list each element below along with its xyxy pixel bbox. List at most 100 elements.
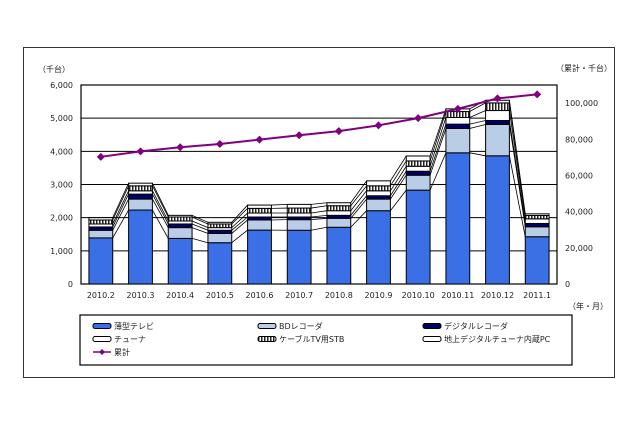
bar-segment <box>326 205 352 212</box>
bar-segment <box>445 123 471 129</box>
bar-segment <box>128 182 153 187</box>
bar-segment <box>405 174 431 191</box>
series-connector <box>429 117 447 167</box>
bar-segment <box>88 219 114 225</box>
cumulative-point <box>295 131 304 140</box>
series-connector <box>429 124 447 172</box>
bar-segment <box>405 189 431 285</box>
bar-segment <box>366 210 391 285</box>
series-connector <box>112 185 129 221</box>
bar-segment <box>445 117 471 125</box>
cumulative-point <box>215 139 224 148</box>
bar-segment <box>167 216 193 222</box>
bar-segment <box>445 127 471 154</box>
bar-segment <box>405 155 431 162</box>
cumulative-line <box>100 93 538 158</box>
x-tick-label: 2010.7 <box>285 291 313 300</box>
bar-segment <box>128 209 153 285</box>
series-connector <box>231 219 248 234</box>
cumulative-point <box>176 143 185 152</box>
bar-segment <box>326 226 352 285</box>
x-tick-label: 2010.3 <box>127 291 155 300</box>
series-connector <box>390 160 407 187</box>
series-connector <box>311 210 327 214</box>
legend-label: ケーブルTV用STB <box>279 334 344 344</box>
series-connector <box>390 171 407 196</box>
x-tick-label: 2010.8 <box>325 291 353 300</box>
series-connector <box>231 212 248 228</box>
legend-swatch <box>422 336 442 342</box>
bar-segment <box>485 123 510 157</box>
bar-segment <box>524 226 550 238</box>
series-connector <box>231 216 248 231</box>
x-tick-label: 2010.2 <box>87 291 115 300</box>
series-connector <box>152 193 169 225</box>
series-connector <box>191 214 209 223</box>
series-connector <box>191 238 209 244</box>
bar-segment <box>326 202 352 207</box>
cumulative-point <box>533 90 542 99</box>
series-connector <box>112 190 129 225</box>
series-connector <box>191 223 209 231</box>
bar-segment <box>405 160 431 167</box>
series-connector <box>152 209 169 239</box>
series-connector <box>350 198 367 219</box>
series-connector <box>469 152 486 157</box>
x-axis-label: （年・月） <box>568 301 608 311</box>
series-connector <box>350 195 367 216</box>
series-connector <box>152 198 169 228</box>
series-connector <box>191 220 209 228</box>
bar-segment <box>128 185 153 192</box>
series-connector <box>112 198 129 231</box>
bar-segment <box>286 212 312 218</box>
series-connector <box>271 204 288 206</box>
right-tick-label: 60,000 <box>565 171 593 180</box>
bar-segment <box>247 212 272 218</box>
series-connector <box>152 190 169 222</box>
series-connector <box>469 124 486 129</box>
right-axis-unit: （累計・千台） <box>556 63 612 73</box>
bar-segment <box>405 170 431 176</box>
cumulative-point <box>453 104 462 113</box>
plot-area <box>80 84 558 285</box>
series-connector <box>350 180 367 203</box>
x-tick-label: 2010.4 <box>166 291 194 300</box>
bar-segment <box>167 227 193 239</box>
bar-segment <box>88 237 114 285</box>
bar-segment <box>366 180 391 187</box>
series-connector <box>310 226 328 231</box>
legend-label: BDレコーダ <box>279 321 323 331</box>
series-connector <box>429 108 447 157</box>
legend-label: デジタルレコーダ <box>444 321 508 331</box>
bar-segment <box>167 237 193 285</box>
series-connector <box>509 120 526 224</box>
legend-swatch <box>257 336 277 342</box>
legend-swatch <box>257 323 277 329</box>
left-tick-label: 0 <box>68 280 73 289</box>
legend-label: チューナ <box>114 335 146 344</box>
bar-segment <box>286 207 312 214</box>
bar-segment <box>485 102 510 112</box>
bar-segment <box>524 236 550 285</box>
bar-segment <box>128 198 153 211</box>
series-connector <box>350 185 367 206</box>
bar-segment <box>326 217 352 228</box>
series-connector <box>231 229 248 244</box>
bar-segment <box>326 210 352 216</box>
legend-label: 地上デジタルチューナ内蔵PC <box>444 334 551 344</box>
left-tick-label: 2,000 <box>50 214 73 223</box>
x-tick-label: 2010.12 <box>481 291 514 300</box>
left-tick-label: 4,000 <box>50 147 73 156</box>
bar-segment <box>405 165 431 172</box>
bar-segment <box>128 193 153 200</box>
bar-segment <box>167 214 193 218</box>
series-connector <box>191 216 209 225</box>
legend-swatch <box>422 323 442 329</box>
series-connector <box>231 204 248 223</box>
bar-segment <box>247 204 272 209</box>
right-tick-label: 40,000 <box>565 208 593 217</box>
series-connector <box>429 152 447 191</box>
right-tick-label: 80,000 <box>565 135 593 144</box>
series-connector <box>350 190 367 211</box>
